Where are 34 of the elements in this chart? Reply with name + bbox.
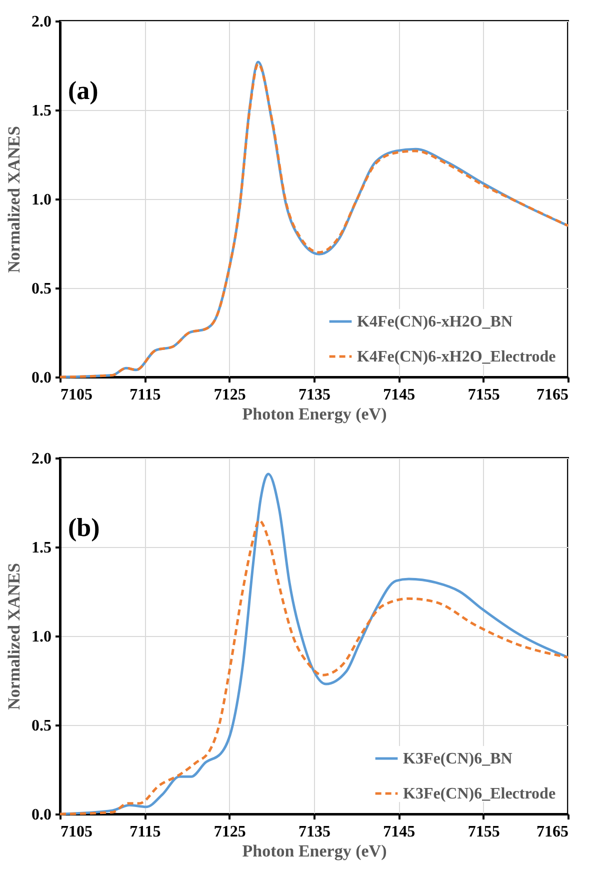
x-tick-label: 7155 bbox=[468, 386, 500, 404]
x-tick-label: 7125 bbox=[214, 824, 246, 840]
y-axis-title: Normalized XANES bbox=[4, 563, 24, 710]
annotation: (b) bbox=[68, 513, 100, 542]
legend-label: K3Fe(CN)6_Electrode bbox=[403, 786, 556, 802]
x-tick-label: 7145 bbox=[383, 824, 416, 840]
y-tick-label: 2.0 bbox=[32, 14, 52, 30]
x-tick-label: 7115 bbox=[130, 824, 161, 840]
legend-label: K4Fe(CN)6-xH2O_BN bbox=[357, 314, 513, 330]
legend-label: K3Fe(CN)6_BN bbox=[403, 750, 513, 768]
x-tick-label: 7145 bbox=[383, 386, 416, 404]
y-tick-label: 1.0 bbox=[32, 192, 52, 208]
x-tick-label: 7135 bbox=[298, 386, 330, 404]
x-tick-label: 7105 bbox=[60, 824, 92, 840]
y-tick-label: 1.5 bbox=[32, 540, 52, 556]
x-tick-label: 7135 bbox=[298, 824, 330, 840]
legend-label: K4Fe(CN)6-xH2O_Electrode bbox=[357, 348, 556, 366]
y-tick-label: 1.0 bbox=[32, 628, 52, 646]
x-tick-label: 7115 bbox=[130, 386, 161, 404]
y-axis-title: Normalized XANES bbox=[4, 126, 24, 273]
y-tick-label: 0.0 bbox=[32, 806, 52, 824]
y-tick-label: 2.0 bbox=[32, 450, 52, 468]
x-tick-label: 7165 bbox=[536, 824, 568, 840]
x-axis-title: Photon Energy (eV) bbox=[242, 842, 387, 860]
x-tick-label: 7125 bbox=[214, 386, 246, 404]
y-tick-label: 0.5 bbox=[32, 718, 52, 734]
y-tick-label: 0.0 bbox=[32, 370, 52, 386]
y-tick-label: 1.5 bbox=[32, 102, 52, 120]
x-axis-title: Photon Energy (eV) bbox=[242, 404, 387, 424]
x-tick-label: 7105 bbox=[60, 386, 92, 404]
y-tick-label: 0.5 bbox=[32, 280, 52, 298]
annotation: (a) bbox=[68, 76, 98, 105]
x-tick-label: 7165 bbox=[536, 386, 568, 404]
x-tick-label: 7155 bbox=[468, 824, 500, 840]
